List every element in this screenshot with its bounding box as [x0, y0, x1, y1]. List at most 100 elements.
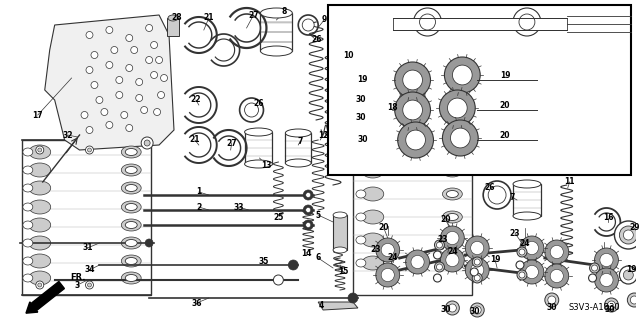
- Circle shape: [146, 25, 152, 32]
- Circle shape: [403, 100, 422, 120]
- Circle shape: [589, 274, 596, 282]
- Ellipse shape: [125, 167, 137, 174]
- Circle shape: [403, 70, 422, 90]
- Text: 30: 30: [356, 95, 366, 105]
- Circle shape: [605, 298, 618, 312]
- Circle shape: [449, 304, 456, 312]
- Circle shape: [96, 97, 103, 103]
- Text: 5: 5: [316, 211, 321, 219]
- Ellipse shape: [356, 144, 366, 152]
- Circle shape: [470, 241, 484, 255]
- Ellipse shape: [122, 237, 141, 249]
- Circle shape: [474, 275, 480, 281]
- Circle shape: [548, 296, 556, 304]
- Text: 2: 2: [196, 203, 202, 211]
- Text: S3V3-A1830: S3V3-A1830: [569, 303, 620, 313]
- Bar: [244, 132, 273, 164]
- Ellipse shape: [362, 256, 384, 270]
- Ellipse shape: [122, 219, 141, 231]
- Circle shape: [550, 245, 563, 259]
- Circle shape: [620, 266, 637, 284]
- Ellipse shape: [125, 221, 137, 228]
- Circle shape: [451, 128, 470, 148]
- Circle shape: [154, 108, 161, 115]
- Circle shape: [303, 220, 313, 230]
- Circle shape: [111, 47, 118, 54]
- Circle shape: [406, 250, 429, 274]
- Circle shape: [600, 273, 613, 286]
- Text: 31: 31: [83, 243, 93, 253]
- Polygon shape: [318, 302, 358, 310]
- Circle shape: [435, 262, 444, 272]
- Circle shape: [376, 263, 399, 287]
- Text: 27: 27: [227, 138, 237, 147]
- Circle shape: [520, 260, 544, 284]
- Ellipse shape: [260, 8, 292, 18]
- Circle shape: [91, 81, 98, 88]
- Circle shape: [302, 19, 314, 31]
- Ellipse shape: [244, 128, 273, 136]
- Circle shape: [472, 273, 482, 283]
- Ellipse shape: [362, 141, 384, 155]
- Text: 18: 18: [387, 102, 398, 112]
- Circle shape: [452, 65, 472, 85]
- Circle shape: [600, 253, 613, 267]
- Text: 13: 13: [261, 160, 272, 169]
- Text: 28: 28: [172, 13, 182, 23]
- Text: 17: 17: [33, 110, 43, 120]
- Circle shape: [126, 34, 132, 41]
- Circle shape: [121, 112, 128, 118]
- Text: 23: 23: [437, 235, 447, 244]
- Ellipse shape: [125, 204, 137, 211]
- Circle shape: [465, 258, 489, 282]
- Circle shape: [446, 253, 459, 267]
- Text: 33: 33: [234, 203, 244, 211]
- Ellipse shape: [125, 275, 137, 281]
- Circle shape: [81, 112, 88, 118]
- Circle shape: [38, 283, 42, 287]
- Text: 4: 4: [319, 301, 324, 310]
- Circle shape: [126, 124, 132, 131]
- Ellipse shape: [23, 184, 33, 192]
- Ellipse shape: [29, 218, 51, 232]
- Text: 11: 11: [564, 177, 575, 187]
- Circle shape: [620, 226, 637, 244]
- Circle shape: [595, 268, 618, 292]
- Circle shape: [446, 231, 459, 245]
- Circle shape: [150, 41, 157, 48]
- Ellipse shape: [447, 236, 458, 243]
- Ellipse shape: [447, 190, 458, 197]
- Ellipse shape: [362, 233, 384, 247]
- Circle shape: [395, 92, 431, 128]
- Ellipse shape: [122, 255, 141, 267]
- Circle shape: [472, 257, 482, 267]
- Text: 20: 20: [440, 216, 451, 225]
- Circle shape: [517, 270, 527, 280]
- Ellipse shape: [442, 234, 462, 246]
- Circle shape: [136, 78, 143, 85]
- Text: 27: 27: [248, 11, 259, 19]
- Text: 24: 24: [447, 248, 458, 256]
- Ellipse shape: [356, 236, 366, 244]
- Circle shape: [589, 263, 600, 273]
- Circle shape: [607, 301, 616, 309]
- Circle shape: [488, 186, 506, 204]
- Circle shape: [435, 240, 444, 250]
- Ellipse shape: [442, 257, 462, 269]
- Circle shape: [289, 260, 298, 270]
- Circle shape: [306, 192, 310, 197]
- Circle shape: [545, 293, 559, 307]
- Circle shape: [273, 275, 284, 285]
- Bar: [285, 133, 311, 163]
- Circle shape: [474, 259, 480, 265]
- Circle shape: [136, 94, 143, 101]
- Circle shape: [413, 8, 442, 36]
- Circle shape: [144, 140, 150, 146]
- Polygon shape: [393, 18, 566, 30]
- Circle shape: [303, 190, 313, 200]
- Text: 25: 25: [273, 213, 284, 222]
- Circle shape: [298, 15, 318, 35]
- Ellipse shape: [23, 274, 33, 282]
- Circle shape: [126, 64, 132, 71]
- Ellipse shape: [447, 145, 458, 152]
